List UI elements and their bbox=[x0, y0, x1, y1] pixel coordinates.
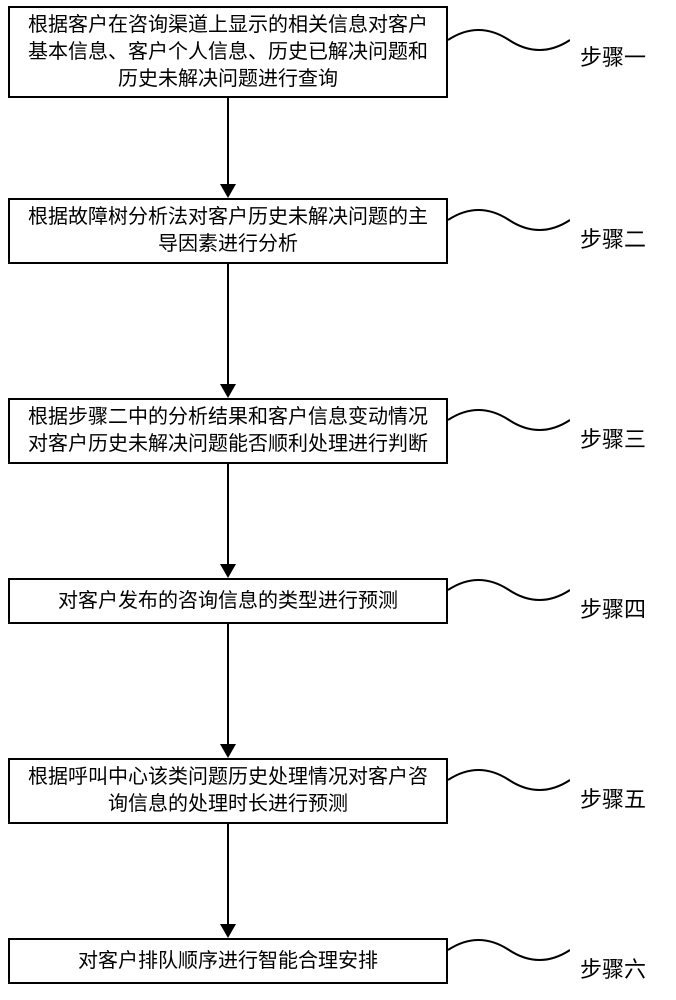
wave-connector-2 bbox=[448, 200, 570, 240]
flowchart-box-5: 根据呼叫中心该类问题历史处理情况对客户咨询信息的处理时长进行预测 bbox=[8, 758, 448, 824]
box-text: 对客户发布的咨询信息的类型进行预测 bbox=[58, 588, 398, 615]
arrow-line-3 bbox=[227, 464, 229, 564]
flowchart-box-3: 根据步骤二中的分析结果和客户信息变动情况对客户历史未解决问题能否顺利处理进行判断 bbox=[8, 398, 448, 464]
box-text: 根据步骤二中的分析结果和客户信息变动情况对客户历史未解决问题能否顺利处理进行判断 bbox=[20, 404, 436, 458]
box-text: 根据呼叫中心该类问题历史处理情况对客户咨询信息的处理时长进行预测 bbox=[20, 764, 436, 818]
arrow-head-2 bbox=[220, 384, 236, 398]
arrow-head-1 bbox=[220, 184, 236, 198]
step-label-1: 步骤一 bbox=[580, 40, 646, 72]
box-text: 对客户排队顺序进行智能合理安排 bbox=[78, 948, 378, 975]
arrow-line-2 bbox=[227, 264, 229, 384]
flowchart-box-4: 对客户发布的咨询信息的类型进行预测 bbox=[8, 578, 448, 624]
arrow-line-4 bbox=[227, 624, 229, 744]
box-text: 根据故障树分析法对客户历史未解决问题的主导因素进行分析 bbox=[20, 204, 436, 258]
wave-connector-3 bbox=[448, 400, 570, 440]
step-label-4: 步骤四 bbox=[580, 592, 646, 624]
wave-connector-1 bbox=[448, 20, 570, 60]
arrow-head-3 bbox=[220, 564, 236, 578]
arrow-head-5 bbox=[220, 924, 236, 938]
wave-connector-6 bbox=[448, 930, 570, 970]
step-label-3: 步骤三 bbox=[580, 422, 646, 454]
flowchart-box-2: 根据故障树分析法对客户历史未解决问题的主导因素进行分析 bbox=[8, 198, 448, 264]
step-label-6: 步骤六 bbox=[580, 952, 646, 984]
flowchart-box-1: 根据客户在咨询渠道上显示的相关信息对客户基本信息、客户个人信息、历史已解决问题和… bbox=[8, 6, 448, 98]
wave-connector-4 bbox=[448, 570, 570, 610]
wave-connector-5 bbox=[448, 760, 570, 800]
step-label-2: 步骤二 bbox=[580, 222, 646, 254]
box-text: 根据客户在咨询渠道上显示的相关信息对客户基本信息、客户个人信息、历史已解决问题和… bbox=[20, 12, 436, 93]
flowchart-box-6: 对客户排队顺序进行智能合理安排 bbox=[8, 938, 448, 984]
arrow-line-1 bbox=[227, 98, 229, 184]
arrow-line-5 bbox=[227, 824, 229, 924]
step-label-5: 步骤五 bbox=[580, 782, 646, 814]
arrow-head-4 bbox=[220, 744, 236, 758]
